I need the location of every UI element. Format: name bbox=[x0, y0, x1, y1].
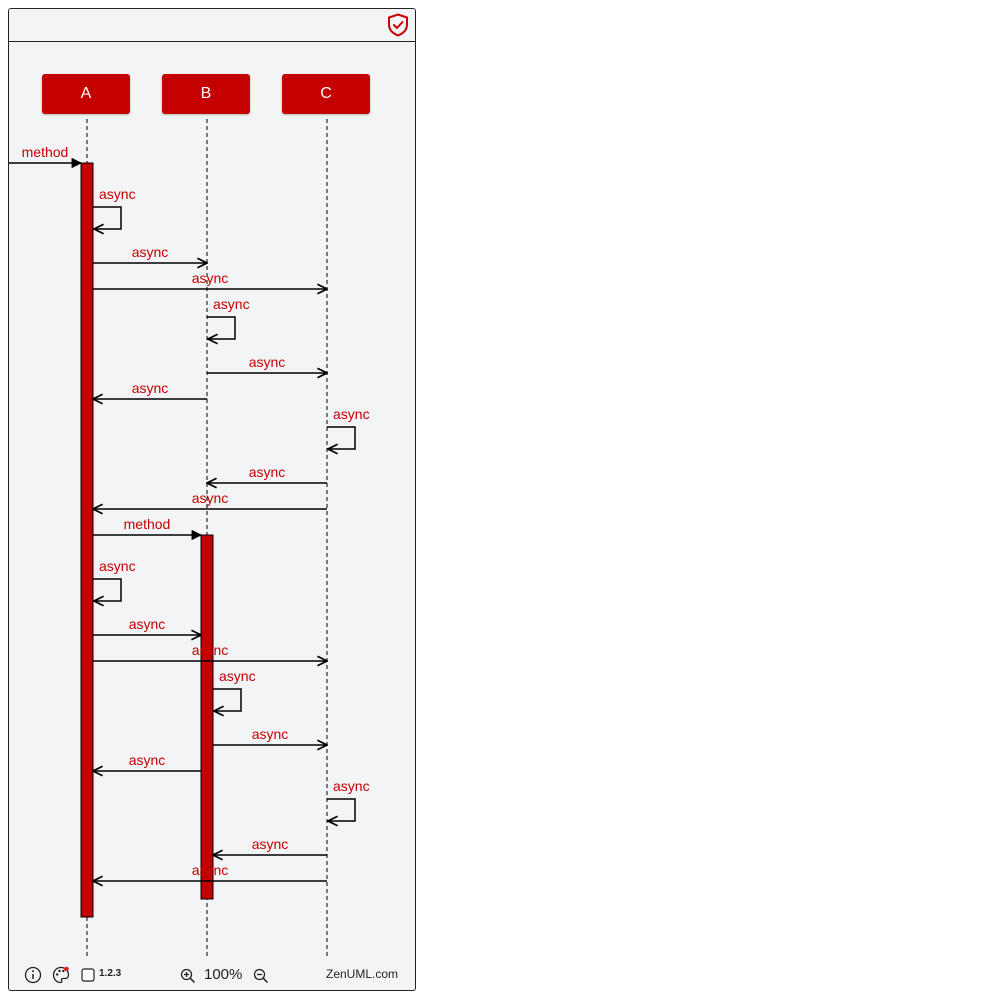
message-label: async bbox=[192, 490, 229, 506]
zoom-in-icon[interactable] bbox=[180, 968, 196, 984]
zenuml-link[interactable]: ZenUML.com bbox=[326, 967, 399, 981]
message-label: async bbox=[252, 726, 289, 742]
message-label: async bbox=[129, 752, 166, 768]
numbering-label: 1.2.3 bbox=[99, 968, 122, 979]
message-label: async bbox=[192, 862, 229, 878]
info-icon[interactable] bbox=[24, 966, 42, 984]
participant-b[interactable]: B bbox=[162, 74, 250, 114]
self-message-arrow bbox=[207, 316, 236, 339]
participant-a[interactable]: A bbox=[42, 74, 130, 114]
zoom-out-icon[interactable] bbox=[253, 968, 269, 984]
numbering-checkbox[interactable] bbox=[81, 968, 95, 982]
diagram-frame: method async async async async async async asyn… bbox=[8, 8, 416, 991]
message-label: async bbox=[249, 464, 286, 480]
activation-bar-b bbox=[200, 534, 214, 900]
message-label: async bbox=[132, 244, 169, 260]
message-label: async bbox=[213, 296, 250, 312]
message-label: async bbox=[192, 642, 229, 658]
palette-icon[interactable] bbox=[52, 966, 70, 984]
participant-c[interactable]: C bbox=[282, 74, 370, 114]
message-label: async bbox=[192, 270, 229, 286]
shield-icon[interactable] bbox=[387, 13, 409, 37]
message-label: async bbox=[132, 380, 169, 396]
message-label: async bbox=[252, 836, 289, 852]
footer-toolbar: 1.2.3 100% ZenUML.com bbox=[9, 963, 415, 990]
sequence-diagram: method async async async async async async asyn… bbox=[9, 119, 370, 959]
message-label: async bbox=[99, 186, 136, 202]
activation-bar-a bbox=[80, 162, 94, 918]
message-label: async bbox=[99, 558, 136, 574]
self-message-arrow bbox=[327, 426, 356, 449]
top-bar bbox=[9, 9, 415, 42]
zoom-level: 100% bbox=[204, 966, 243, 983]
self-message-arrow bbox=[327, 798, 356, 821]
self-message-arrow bbox=[213, 688, 242, 711]
message-label: async bbox=[333, 778, 370, 794]
message-label: async bbox=[219, 668, 256, 684]
message-label: async bbox=[249, 354, 286, 370]
message-label: method bbox=[22, 144, 69, 160]
message-label: async bbox=[129, 616, 166, 632]
self-message-arrow bbox=[93, 578, 122, 601]
message-label: method bbox=[124, 516, 171, 532]
message-label: async bbox=[333, 406, 370, 422]
self-message-arrow bbox=[93, 206, 122, 229]
